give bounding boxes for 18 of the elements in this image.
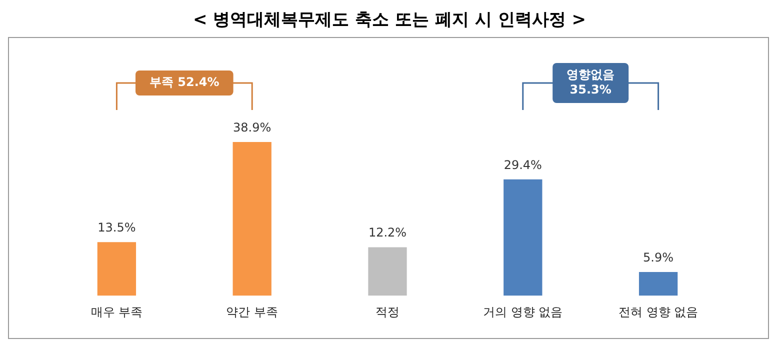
- x-tick-label: 전혀 영향 없음: [618, 304, 698, 319]
- x-tick-label: 적정: [376, 304, 400, 319]
- data-label: 29.4%: [504, 158, 542, 172]
- x-tick-label: 매우 부족: [90, 304, 143, 319]
- data-label: 38.9%: [233, 120, 272, 134]
- x-tick-label: 약간 부족: [226, 304, 278, 319]
- data-label: 13.5%: [98, 220, 136, 235]
- bar: [368, 247, 407, 296]
- text: 영향없음 35.3%: [566, 68, 615, 97]
- x-tick-label: 거의 영향 없음: [483, 304, 563, 319]
- chart-title: < 병역대체복무제도 축소 또는 폐지 시 인력사정 >: [192, 9, 587, 31]
- bar: [97, 242, 136, 296]
- data-label: 12.2%: [368, 226, 407, 240]
- bar: [232, 142, 272, 296]
- text: 부족 52.4%: [149, 75, 220, 90]
- bar: [638, 272, 678, 296]
- bar: [504, 179, 542, 296]
- data-label: 5.9%: [643, 250, 674, 264]
